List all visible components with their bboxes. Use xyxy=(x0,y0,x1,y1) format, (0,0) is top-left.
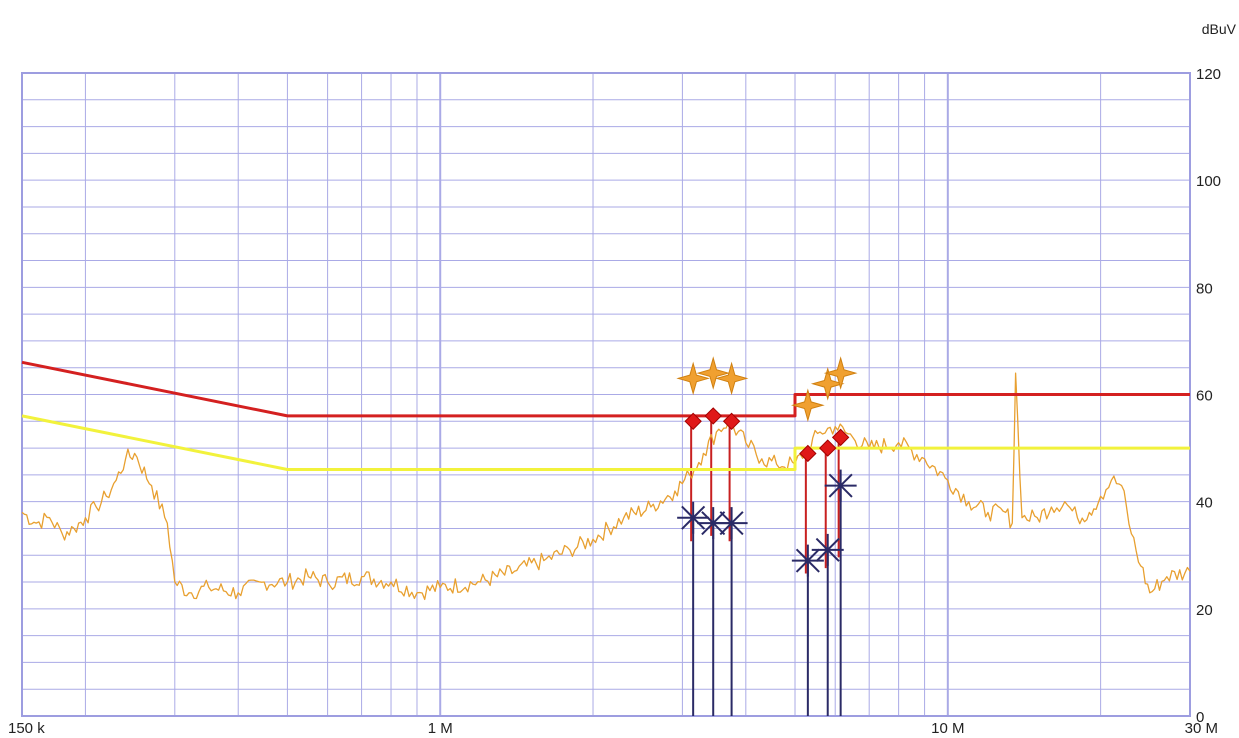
average-marker-spoke xyxy=(795,548,809,562)
average-marker-spoke xyxy=(681,505,694,519)
quasi-peak-delta-marker xyxy=(831,428,850,447)
quasi-peak-delta-marker xyxy=(722,412,741,430)
average-marker-spoke xyxy=(730,522,744,536)
y-tick-label: 120 xyxy=(1196,66,1221,83)
average-marker-spoke xyxy=(815,549,829,562)
quasi-peak-delta-marker xyxy=(704,407,722,425)
quasi-peak-marker xyxy=(714,361,749,396)
y-tick-label: 40 xyxy=(1196,495,1213,512)
average-marker-spoke xyxy=(701,511,714,524)
average-marker-spoke xyxy=(730,511,744,524)
average-marker xyxy=(811,533,844,566)
average-marker-spoke xyxy=(807,559,820,573)
y-tick-label: 60 xyxy=(1196,388,1213,405)
average-marker-spoke xyxy=(795,559,809,573)
quasi-peak-delta-marker xyxy=(684,412,702,430)
x-tick-label: 30 M xyxy=(1185,720,1218,737)
x-tick-label: 150 k xyxy=(8,720,45,737)
average-marker-spoke xyxy=(815,537,829,551)
y-tick-label: 20 xyxy=(1196,602,1213,619)
average-marker xyxy=(677,501,710,534)
grid xyxy=(22,73,1190,716)
quasi-peak-delta-marker xyxy=(799,444,817,463)
average-marker-spoke xyxy=(701,522,714,536)
average-marker-spoke xyxy=(719,522,733,536)
measured-emission-trace xyxy=(21,372,1191,601)
x-tick-label: 10 M xyxy=(931,720,964,737)
x-tick-labels: 150 k 1 M 10 M 30 M xyxy=(8,720,1218,737)
y-unit-label: dBuV xyxy=(1202,21,1237,37)
average-marker-spoke xyxy=(719,511,733,524)
y-tick-labels: 0 20 40 60 80 100 120 xyxy=(1196,66,1221,726)
average-marker-spoke xyxy=(828,484,842,498)
average-marker-spoke xyxy=(839,484,853,498)
average-marker-spoke xyxy=(827,537,840,551)
quasi-peak-marker xyxy=(823,356,858,390)
average-marker-spoke xyxy=(839,473,853,487)
average-marker xyxy=(697,507,730,540)
average-marker-spoke xyxy=(692,505,706,519)
x-tick-label: 1 M xyxy=(428,720,453,737)
quasi-peak-marker xyxy=(791,388,825,423)
quasi-peak-limit-line xyxy=(21,360,1190,418)
quasi-peak-marker xyxy=(810,366,845,401)
markers xyxy=(676,356,858,577)
y-tick-label: 100 xyxy=(1196,173,1221,190)
average-marker xyxy=(791,544,824,577)
quasi-peak-delta-marker xyxy=(819,439,837,457)
y-tick-label: 0 xyxy=(1196,709,1204,726)
y-tick-label: 80 xyxy=(1196,280,1213,297)
average-marker-spoke xyxy=(827,549,840,562)
average-marker-spoke xyxy=(681,517,694,530)
quasi-peak-marker xyxy=(696,356,731,390)
series-lines xyxy=(21,360,1191,601)
quasi-peak-marker xyxy=(676,361,710,396)
average-marker-spoke xyxy=(828,473,842,487)
average-marker xyxy=(824,469,857,502)
average-marker xyxy=(715,507,748,540)
average-marker-spoke xyxy=(807,548,820,562)
average-limit-line xyxy=(21,414,1190,471)
